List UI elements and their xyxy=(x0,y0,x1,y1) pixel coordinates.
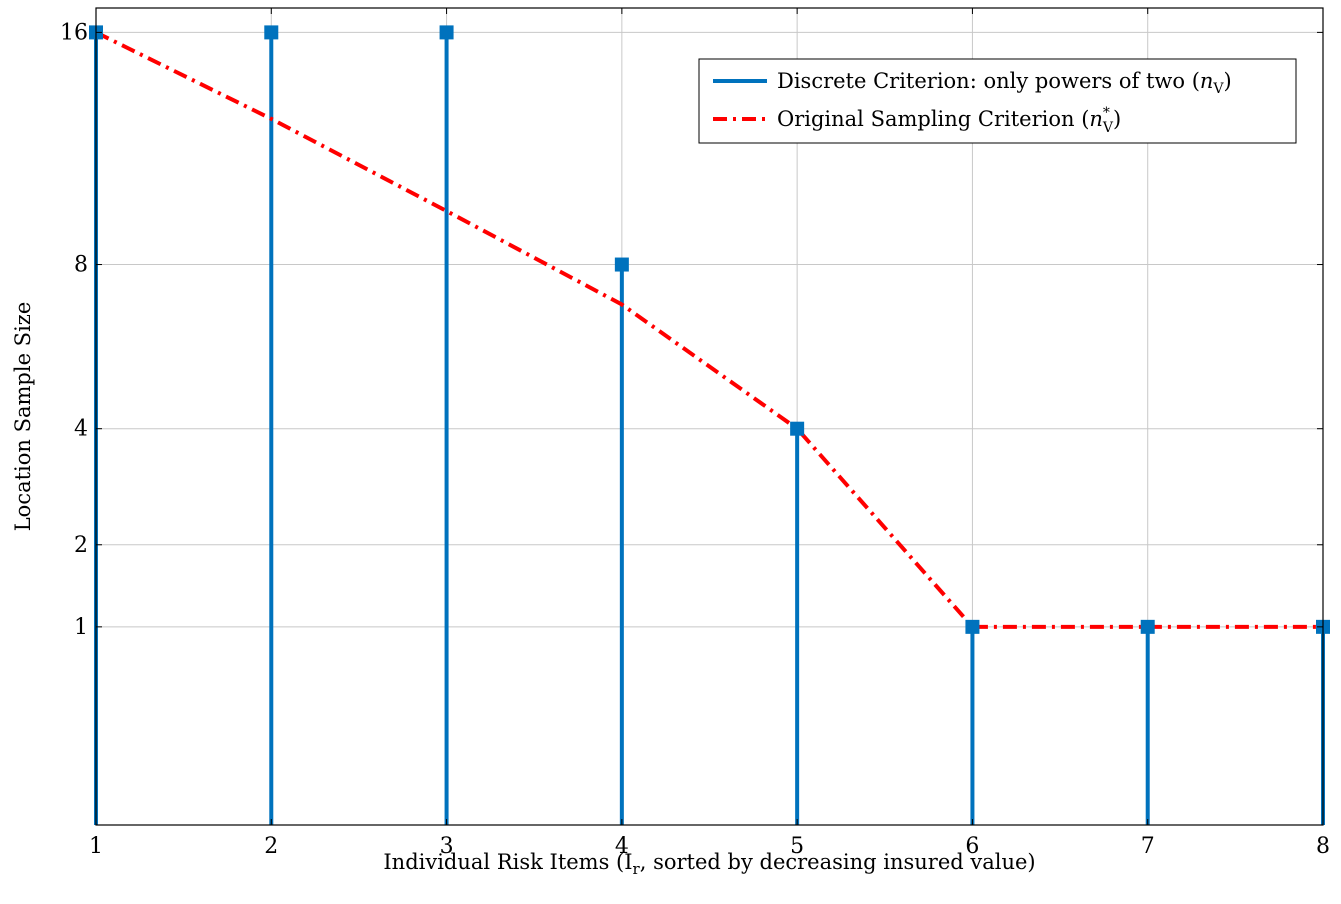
legend-box xyxy=(698,58,1297,144)
y-tick-label: 4 xyxy=(74,417,88,442)
legend-entry: Discrete Criterion: only powers of two (… xyxy=(777,69,1232,97)
x-tick-label: 8 xyxy=(1316,834,1330,859)
x-axis-label-subscript: r xyxy=(633,860,641,878)
x-axis-label-main: Individual Risk Items (I xyxy=(383,850,632,874)
x-tick-label: 5 xyxy=(790,834,804,859)
plot-frame xyxy=(95,7,1324,826)
stem-marker xyxy=(439,25,454,40)
stem-marker xyxy=(1140,619,1155,634)
x-tick-label: 7 xyxy=(1141,834,1155,859)
criterion-line xyxy=(95,30,1323,629)
legend-superscript: * xyxy=(1103,105,1110,121)
x-tick-label: 2 xyxy=(264,834,278,859)
legend-text-main: Original Sampling Criterion ( xyxy=(777,107,1089,131)
legend-subscript: V xyxy=(1102,120,1114,136)
x-tick-label: 3 xyxy=(440,834,454,859)
y-tick-label: 2 xyxy=(74,533,88,558)
x-axis-label-rest: , sorted by decreasing insured value) xyxy=(640,850,1036,874)
x-axis-label: Individual Risk Items (Ir, sorted by dec… xyxy=(383,850,1035,878)
legend-text-end: ) xyxy=(1224,69,1232,93)
ticks: 1 2 3 4 5 6 7 8 1 2 4 8 16 xyxy=(60,8,1330,859)
legend: Discrete Criterion: only powers of two (… xyxy=(698,58,1297,144)
legend-math: n xyxy=(1200,69,1214,93)
y-tick-label: 8 xyxy=(74,253,88,278)
legend-math: n xyxy=(1089,107,1103,131)
legend-text-main: Discrete Criterion: only powers of two ( xyxy=(777,69,1200,93)
stem-marker xyxy=(264,25,279,40)
grid xyxy=(95,8,1324,825)
y-tick-label: 16 xyxy=(60,20,88,45)
x-tick-label: 6 xyxy=(965,834,979,859)
x-tick-label: 4 xyxy=(615,834,629,859)
x-tick-label: 1 xyxy=(89,834,103,859)
y-tick-label: 1 xyxy=(74,615,88,640)
stem-marker xyxy=(965,619,980,634)
legend-entry: Original Sampling Criterion (n* V) xyxy=(777,105,1121,136)
stem-marker xyxy=(790,421,805,436)
legend-text-end: ) xyxy=(1113,107,1121,131)
series-layer xyxy=(89,25,1330,825)
legend-subscript: V xyxy=(1212,81,1224,97)
y-axis-label: Location Sample Size xyxy=(11,302,35,532)
stem-marker xyxy=(614,257,629,272)
